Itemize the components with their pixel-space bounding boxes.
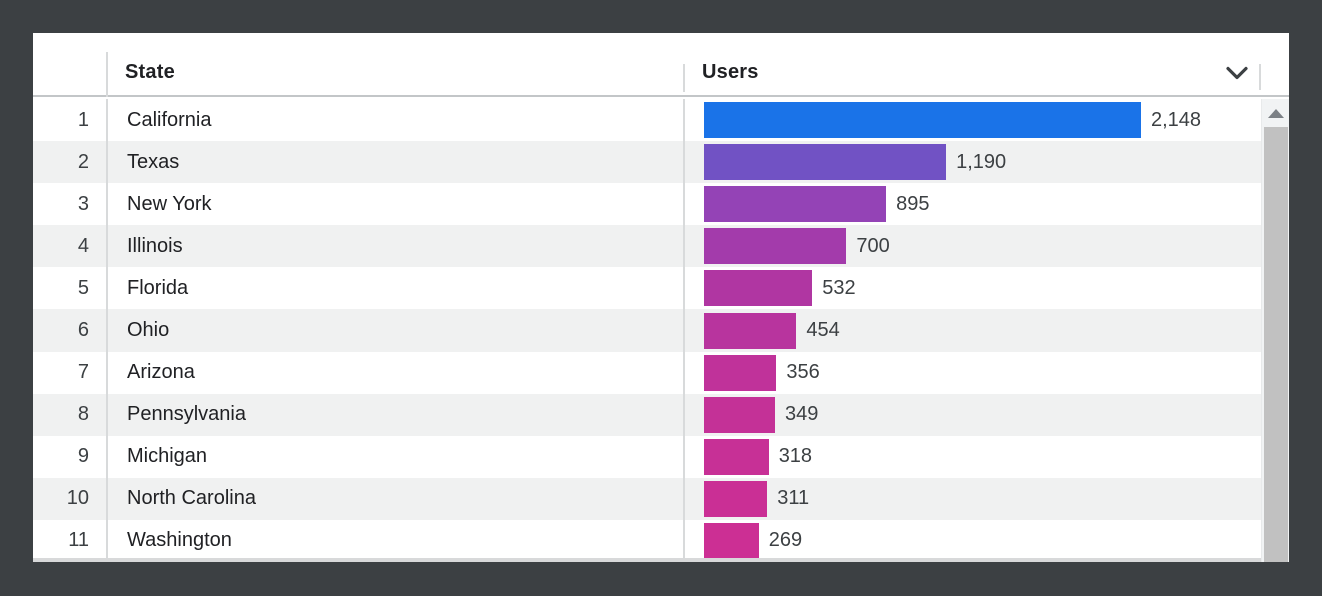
users-bar xyxy=(704,228,847,265)
row-state: Michigan xyxy=(106,435,683,478)
table-row[interactable]: 3 New York 895 xyxy=(33,183,1261,226)
row-state: Arizona xyxy=(106,351,683,394)
table-row[interactable]: 5 Florida 532 xyxy=(33,267,1261,310)
users-value: 356 xyxy=(786,361,820,384)
table-row[interactable]: 10 North Carolina 311 xyxy=(33,477,1261,520)
users-bar xyxy=(704,270,813,307)
users-bar xyxy=(704,186,887,223)
row-rank: 7 xyxy=(77,361,89,384)
table-row[interactable]: 11 Washington 269 xyxy=(33,519,1261,562)
table-row[interactable]: 7 Arizona 356 xyxy=(33,351,1261,394)
row-users-cell: 311 xyxy=(683,477,1261,520)
row-users-cell: 269 xyxy=(683,519,1261,562)
row-users-cell: 356 xyxy=(683,351,1261,394)
row-rank: 2 xyxy=(77,150,89,173)
row-rank: 10 xyxy=(66,487,89,510)
states-users-table: State Users 1 California 2,148 xyxy=(33,33,1289,562)
users-value: 895 xyxy=(896,192,930,215)
users-bar xyxy=(704,144,947,181)
table-row[interactable]: 4 Illinois 700 xyxy=(33,225,1261,268)
header-divider xyxy=(683,64,685,92)
table-row[interactable]: 9 Michigan 318 xyxy=(33,435,1261,478)
row-users-cell: 2,148 xyxy=(683,99,1261,142)
users-bar xyxy=(704,312,797,349)
users-value: 1,190 xyxy=(956,150,1007,173)
users-value: 349 xyxy=(785,403,819,426)
row-rank: 6 xyxy=(77,319,89,342)
table-row[interactable]: 6 Ohio 454 xyxy=(33,309,1261,352)
row-state: Washington xyxy=(106,519,683,562)
row-users-cell: 454 xyxy=(683,309,1261,352)
scroll-up-button[interactable] xyxy=(1262,99,1289,127)
row-rank: 9 xyxy=(77,445,89,468)
row-rank: 11 xyxy=(68,529,89,552)
table-row[interactable]: 1 California 2,148 xyxy=(33,99,1261,142)
chevron-down-icon[interactable] xyxy=(1225,66,1249,86)
bottom-border xyxy=(33,558,1289,562)
users-bar xyxy=(704,102,1141,139)
row-users-cell: 349 xyxy=(683,393,1261,436)
row-state: North Carolina xyxy=(106,477,683,520)
state-column-header[interactable]: State xyxy=(125,61,175,83)
users-bar xyxy=(704,522,759,559)
row-state: Pennsylvania xyxy=(106,393,683,436)
table-row[interactable]: 2 Texas 1,190 xyxy=(33,141,1261,184)
users-value: 700 xyxy=(856,234,890,257)
header-divider xyxy=(1259,64,1261,90)
users-value: 454 xyxy=(806,319,840,342)
users-value: 269 xyxy=(768,529,803,552)
users-bar xyxy=(704,480,768,517)
row-rank: 4 xyxy=(77,234,89,257)
users-bar xyxy=(704,396,775,433)
table-header: State Users xyxy=(33,33,1289,97)
row-users-cell: 700 xyxy=(683,225,1261,268)
row-users-cell: 318 xyxy=(683,435,1261,478)
header-divider xyxy=(106,52,108,97)
row-state: Florida xyxy=(106,267,683,310)
row-state: California xyxy=(106,99,683,142)
row-state: Ohio xyxy=(106,309,683,352)
users-value: 311 xyxy=(777,487,810,510)
row-state: Illinois xyxy=(106,225,683,268)
row-rank: 5 xyxy=(77,276,89,299)
row-state: New York xyxy=(106,183,683,226)
row-users-cell: 532 xyxy=(683,267,1261,310)
table-row[interactable]: 8 Pennsylvania 349 xyxy=(33,393,1261,436)
row-state: Texas xyxy=(106,141,683,184)
users-column-header[interactable]: Users xyxy=(702,61,759,83)
vertical-scrollbar[interactable] xyxy=(1261,99,1289,562)
users-value: 318 xyxy=(778,445,813,468)
row-rank: 8 xyxy=(77,403,89,426)
users-value: 532 xyxy=(822,276,856,299)
row-users-cell: 895 xyxy=(683,183,1261,226)
users-bar xyxy=(704,354,777,391)
triangle-up-icon xyxy=(1267,108,1284,118)
row-users-cell: 1,190 xyxy=(683,141,1261,184)
table-body: 1 California 2,148 2 Texas 1,190 3 New Y… xyxy=(33,99,1261,562)
users-bar xyxy=(704,438,769,475)
row-rank: 3 xyxy=(77,192,89,215)
row-rank: 1 xyxy=(77,108,89,131)
scrollbar-thumb[interactable] xyxy=(1264,127,1288,562)
users-value: 2,148 xyxy=(1151,108,1202,131)
